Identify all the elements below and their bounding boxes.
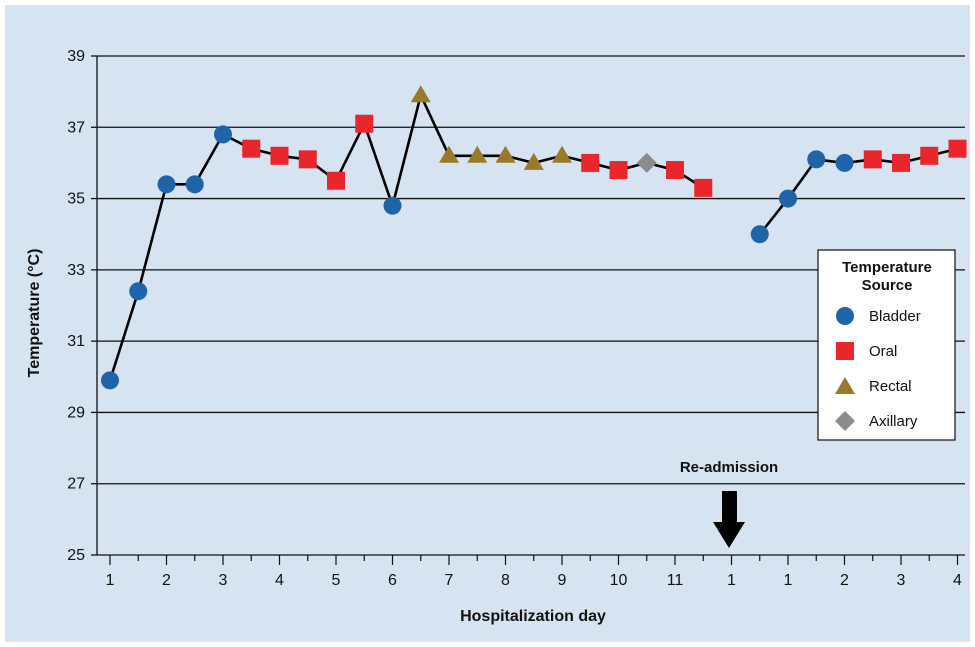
y-tick-label-27: 27: [67, 476, 85, 493]
y-tick-label-35: 35: [67, 191, 85, 208]
point-bladder-1-5: [214, 125, 232, 144]
legend-oral-marker-icon: [836, 342, 854, 360]
x-tick-label-12: 1: [727, 572, 736, 589]
point-rectal-1-13: [439, 145, 459, 163]
point-rectal-1-12: [410, 85, 431, 103]
point-oral-2-5: [863, 150, 882, 169]
point-bladder-1-2: [129, 282, 148, 301]
y-tick-label-29: 29: [67, 404, 85, 421]
x-tick-label-2: 2: [162, 572, 171, 589]
point-oral-2-8: [948, 139, 967, 158]
legend-label-axillary: Axillary: [869, 413, 918, 430]
point-oral-1-8: [298, 150, 317, 169]
readmission-label: Re-admission: [680, 459, 778, 476]
data-points: [101, 85, 967, 390]
x-tick-label-3: 3: [219, 572, 228, 589]
point-bladder-1-11: [383, 196, 402, 215]
point-bladder-2-1: [750, 225, 769, 244]
legend-label-rectal: Rectal: [869, 378, 912, 395]
x-tick-label-6: 6: [388, 572, 397, 589]
y-axis: 25 27 29 31 33 35 37 39: [67, 48, 98, 564]
point-bladder-1-1: [101, 371, 119, 390]
y-tick-label-39: 39: [67, 48, 85, 65]
point-oral-1-9: [327, 171, 345, 190]
point-axillary-1-20: [636, 152, 657, 173]
x-tick-label-7: 7: [445, 572, 454, 589]
point-rectal-1-16: [523, 152, 544, 170]
readmission-annotation: Re-admission: [680, 459, 778, 548]
point-oral-1-18: [581, 153, 600, 172]
point-oral-2-7: [920, 146, 939, 165]
x-tick-label-9: 9: [558, 572, 567, 589]
point-bladder-1-4: [185, 175, 204, 194]
point-bladder-2-3: [807, 150, 826, 169]
x-tick-label-1: 1: [106, 572, 115, 589]
point-oral-1-10: [355, 114, 374, 133]
x-tick-label-8: 8: [501, 572, 510, 589]
x-tick-label-15: 3: [897, 572, 906, 589]
point-oral-1-21: [666, 161, 684, 180]
y-tick-label-31: 31: [67, 333, 85, 350]
legend-title-line2: Source: [862, 277, 913, 294]
x-tick-label-14: 2: [840, 572, 849, 589]
x-axis-title: Hospitalization day: [460, 608, 606, 625]
point-rectal-1-17: [552, 145, 572, 163]
legend-bladder-marker-icon: [836, 307, 854, 325]
series-line-1: [108, 93, 704, 381]
point-rectal-1-15: [495, 145, 516, 163]
y-tick-label-37: 37: [67, 119, 85, 136]
point-bladder-1-3: [157, 175, 176, 194]
readmission-arrow-icon: [713, 491, 745, 548]
y-axis-title: Temperature (°C): [26, 249, 43, 378]
point-rectal-1-14: [467, 145, 488, 163]
x-tick-label-5: 5: [332, 572, 341, 589]
legend-title-line1: Temperature: [842, 259, 932, 276]
legend-label-oral: Oral: [869, 343, 897, 360]
point-bladder-2-4: [835, 153, 854, 172]
legend-axillary-marker-icon: [835, 411, 855, 431]
legend: Temperature Source Bladder Oral Rectal A…: [817, 249, 956, 441]
x-tick-label-16: 4: [953, 572, 962, 589]
legend-rectal-marker-icon: [835, 377, 855, 394]
point-oral-1-19: [609, 161, 628, 180]
legend-label-bladder: Bladder: [869, 308, 921, 325]
point-oral-1-22: [694, 178, 713, 197]
y-tick-label-33: 33: [67, 262, 85, 279]
y-tick-label-25: 25: [67, 547, 85, 564]
point-oral-2-6: [892, 153, 910, 172]
x-tick-label-13: 1: [784, 572, 793, 589]
point-bladder-2-2: [779, 189, 797, 208]
x-axis: 1234567891011112345: [106, 555, 962, 589]
x-tick-label-11: 11: [667, 572, 684, 589]
grid-lines: [97, 55, 965, 556]
point-oral-1-6: [242, 139, 261, 158]
x-tick-label-4: 4: [275, 572, 284, 589]
chart-panel: [5, 5, 970, 642]
x-tick-label-10: 10: [610, 572, 628, 589]
point-oral-1-7: [270, 146, 289, 165]
